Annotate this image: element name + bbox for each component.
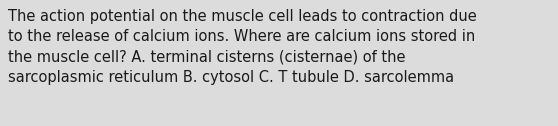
Text: The action potential on the muscle cell leads to contraction due
to the release : The action potential on the muscle cell … xyxy=(8,9,477,85)
